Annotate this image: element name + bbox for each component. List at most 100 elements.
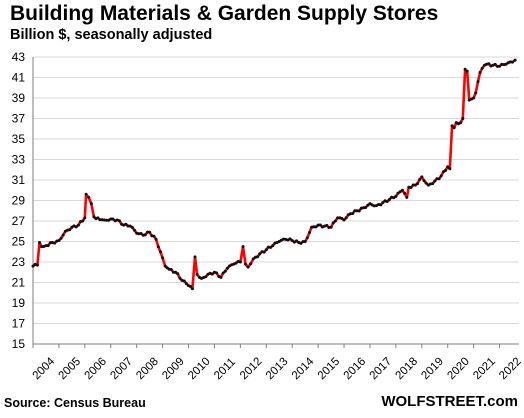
- data-point: [435, 177, 439, 181]
- data-point: [416, 182, 419, 186]
- data-point: [84, 192, 88, 196]
- data-point: [413, 183, 417, 187]
- data-point: [38, 241, 41, 244]
- data-point: [193, 255, 197, 259]
- data-point: [156, 245, 160, 249]
- data-point: [327, 226, 331, 229]
- y-tick-label: 37: [12, 112, 26, 126]
- data-point: [223, 269, 227, 273]
- series-line-0: [32, 59, 516, 290]
- data-point: [225, 266, 229, 270]
- x-tick-label: 2021: [471, 356, 498, 383]
- data-point: [219, 275, 223, 279]
- data-point: [143, 233, 147, 237]
- data-point: [318, 223, 322, 227]
- data-point: [403, 191, 407, 195]
- data-point: [325, 223, 329, 227]
- x-tick-label: 2008: [134, 356, 161, 383]
- chart-title: Building Materials & Garden Supply Store…: [10, 2, 439, 25]
- data-point: [128, 224, 132, 228]
- data-point: [422, 179, 426, 183]
- data-point: [446, 165, 450, 169]
- data-point: [381, 201, 385, 204]
- data-point: [444, 168, 448, 172]
- data-point: [189, 285, 192, 288]
- x-tick-label: 2006: [82, 356, 109, 383]
- y-tick-label: 17: [12, 317, 26, 331]
- data-point: [454, 121, 458, 125]
- y-tick-label: 29: [12, 194, 26, 208]
- data-point: [439, 174, 443, 178]
- data-point: [251, 257, 255, 261]
- data-point: [314, 225, 318, 229]
- data-point: [68, 228, 72, 232]
- data-point: [448, 167, 452, 171]
- data-point: [364, 206, 368, 209]
- data-point: [511, 60, 514, 64]
- data-point: [31, 264, 35, 268]
- data-point: [154, 237, 158, 241]
- data-point: [262, 250, 266, 254]
- y-tick-label: 27: [12, 214, 26, 228]
- y-tick-label: 15: [12, 337, 26, 351]
- x-tick-label: 2007: [108, 356, 135, 383]
- data-point: [215, 271, 219, 275]
- data-point: [104, 218, 108, 222]
- data-point: [387, 198, 391, 201]
- data-point: [431, 182, 435, 186]
- data-point: [433, 179, 437, 183]
- x-tick-label: 2015: [316, 356, 343, 383]
- data-point: [400, 188, 404, 192]
- data-point: [244, 262, 247, 266]
- data-point: [152, 234, 156, 238]
- data-point: [487, 62, 491, 66]
- data-point: [258, 252, 262, 256]
- data-point: [53, 241, 57, 245]
- data-point: [74, 225, 78, 229]
- data-point: [467, 98, 471, 102]
- data-point: [366, 203, 370, 207]
- y-tick-label: 25: [12, 235, 26, 249]
- x-tick-label: 2014: [290, 355, 317, 382]
- data-point: [234, 261, 238, 265]
- data-point: [461, 117, 465, 120]
- data-point: [117, 219, 121, 223]
- data-point: [174, 270, 178, 274]
- data-point: [474, 91, 478, 95]
- data-point: [396, 191, 400, 195]
- gridlines: [33, 56, 519, 345]
- data-point: [210, 272, 214, 276]
- data-point: [148, 230, 152, 234]
- data-point: [288, 237, 292, 241]
- data-point: [457, 122, 460, 126]
- data-point: [498, 64, 502, 68]
- data-point: [500, 62, 504, 66]
- data-point: [46, 244, 50, 248]
- x-tick-labels: 2004 2005 2006 2007 2008 2009 2010 2011 2012 2013…: [31, 355, 524, 382]
- data-point: [349, 212, 352, 216]
- data-point: [340, 217, 344, 220]
- data-point: [493, 62, 497, 66]
- data-point: [158, 250, 162, 254]
- y-tick-label: 31: [12, 173, 26, 187]
- data-point: [246, 265, 250, 269]
- data-point: [357, 209, 361, 213]
- data-point: [111, 217, 115, 221]
- data-point: [392, 196, 396, 200]
- x-tick-label: 2012: [238, 356, 265, 383]
- y-tick-label: 33: [12, 153, 26, 167]
- y-tick-label: 35: [12, 132, 26, 146]
- x-tick-label: 2018: [394, 356, 421, 383]
- data-point: [385, 200, 389, 203]
- data-point: [139, 232, 143, 235]
- x-tick-label: 2020: [445, 356, 472, 383]
- data-point: [450, 124, 454, 128]
- data-point: [353, 209, 357, 213]
- data-point: [452, 126, 456, 130]
- data-point: [96, 216, 100, 220]
- data-point: [277, 240, 281, 243]
- data-point: [441, 170, 445, 174]
- data-point: [437, 177, 441, 181]
- data-point: [420, 175, 424, 179]
- data-point: [126, 224, 130, 228]
